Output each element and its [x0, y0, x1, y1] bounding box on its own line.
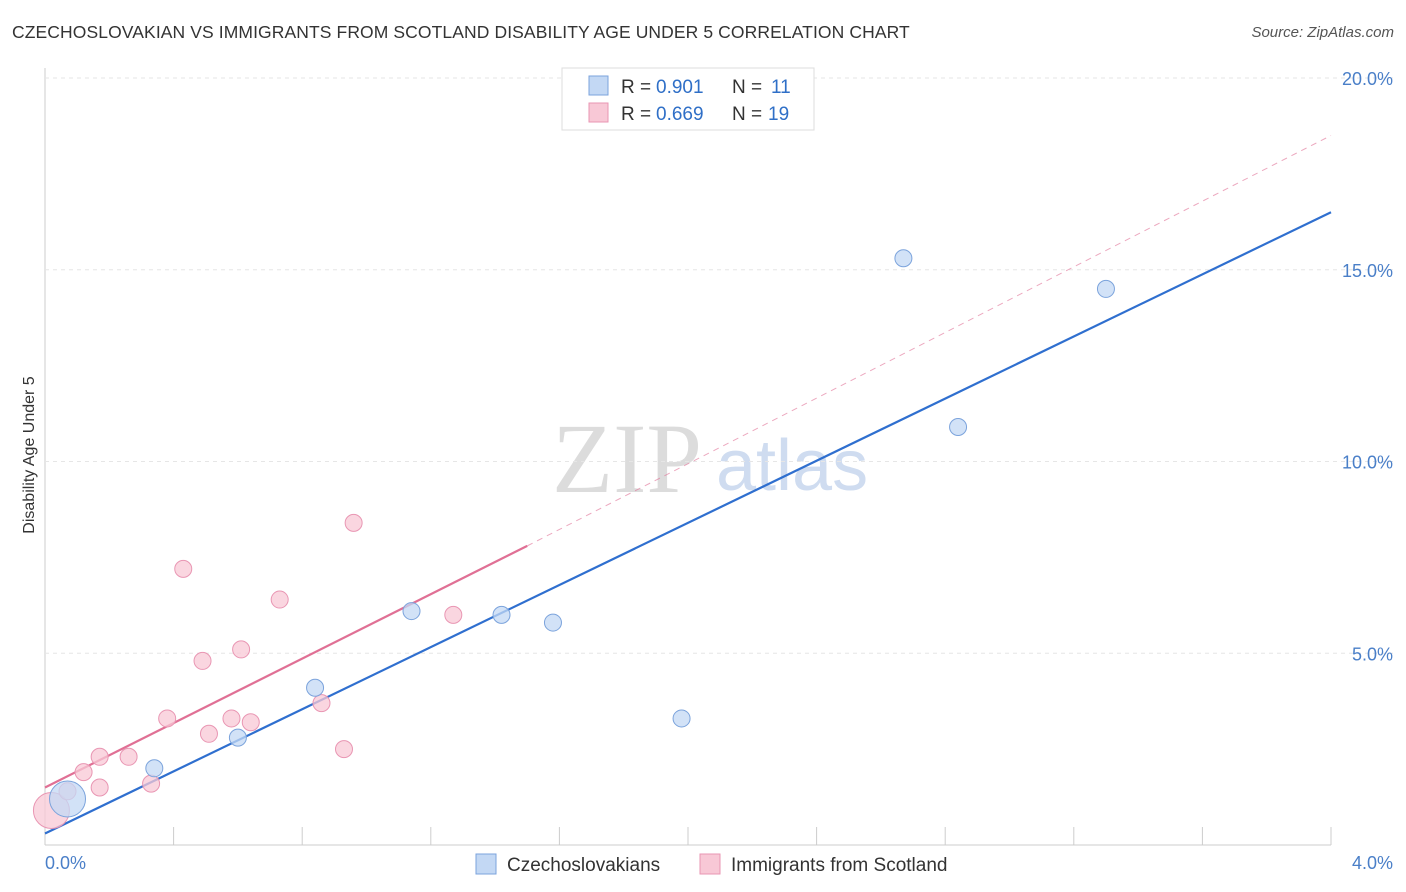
- data-point-blue: [949, 417, 968, 436]
- y-axis-label: Disability Age Under 5: [21, 376, 38, 534]
- data-point-pink: [174, 559, 193, 578]
- y-tick-label: 10.0%: [1342, 453, 1393, 473]
- data-point-blue: [228, 728, 247, 747]
- chart-title: CZECHOSLOVAKIAN VS IMMIGRANTS FROM SCOTL…: [12, 22, 910, 42]
- data-point-pink: [270, 590, 289, 609]
- y-tick-label: 15.0%: [1342, 261, 1393, 281]
- data-point-pink: [232, 640, 251, 659]
- data-point-pink: [90, 747, 109, 766]
- y-tick-label: 20.0%: [1342, 69, 1393, 89]
- series-label-czechoslovakians: Czechoslovakians: [507, 855, 660, 876]
- legend-n-value-blue: 11: [771, 77, 791, 98]
- data-point-pink: [222, 709, 241, 728]
- trend-line-pink: [44, 544, 528, 789]
- data-point-pink: [193, 651, 212, 670]
- data-point-pink: [199, 724, 218, 743]
- grid-lines: [45, 77, 1393, 654]
- series-swatch-scotland: [699, 853, 721, 875]
- trend-line-extension-pink: [527, 135, 1332, 547]
- x-tick-label-max: 4.0%: [1352, 853, 1393, 873]
- data-point-blue: [672, 709, 691, 728]
- legend-r-label-blue: R =: [621, 77, 651, 98]
- trend-line-blue: [44, 211, 1332, 835]
- legend-n-label-blue: N =: [732, 77, 762, 98]
- data-point-pink: [334, 740, 353, 759]
- data-point-pink: [74, 763, 93, 782]
- data-point-pink: [142, 774, 161, 793]
- data-points: [32, 249, 1115, 829]
- y-tick-label: 5.0%: [1352, 644, 1393, 664]
- data-point-blue: [1096, 279, 1115, 298]
- series-label-scotland: Immigrants from Scotland: [731, 855, 947, 876]
- series-legend: Czechoslovakians Immigrants from Scotlan…: [475, 853, 947, 876]
- legend-r-value-blue: 0.901: [656, 77, 704, 98]
- legend-n-label-pink: N =: [732, 104, 762, 125]
- x-tick-label-min: 0.0%: [45, 853, 86, 873]
- data-point-pink: [158, 709, 177, 728]
- legend-r-label-pink: R =: [621, 104, 651, 125]
- data-point-blue: [402, 602, 421, 621]
- data-point-pink: [119, 747, 138, 766]
- data-point-pink: [344, 513, 363, 532]
- legend-swatch-pink: [588, 102, 609, 123]
- data-point-blue: [492, 605, 511, 624]
- data-point-blue: [49, 780, 87, 818]
- data-point-blue: [306, 678, 325, 697]
- x-ticks: [173, 827, 1332, 845]
- stats-legend: R = 0.901 N = 11 R = 0.669 N = 19: [561, 67, 815, 131]
- data-point-blue: [894, 249, 913, 268]
- data-point-pink: [444, 605, 463, 624]
- watermark-atlas: atlas: [716, 426, 868, 506]
- source-label: Source: ZipAtlas.com: [1251, 24, 1394, 41]
- trend-lines: [44, 135, 1332, 835]
- data-point-pink: [312, 694, 331, 713]
- legend-swatch-blue: [588, 75, 609, 96]
- data-point-blue: [543, 613, 562, 632]
- data-point-blue: [145, 759, 164, 778]
- series-swatch-czechoslovakians: [475, 853, 497, 875]
- data-point-pink: [90, 778, 109, 797]
- legend-n-value-pink: 19: [768, 104, 789, 125]
- data-point-pink: [241, 713, 260, 732]
- legend-r-value-pink: 0.669: [656, 104, 704, 125]
- watermark-zip: ZIP: [552, 403, 702, 514]
- y-tick-labels: 5.0% 10.0% 15.0% 20.0%: [1342, 69, 1393, 664]
